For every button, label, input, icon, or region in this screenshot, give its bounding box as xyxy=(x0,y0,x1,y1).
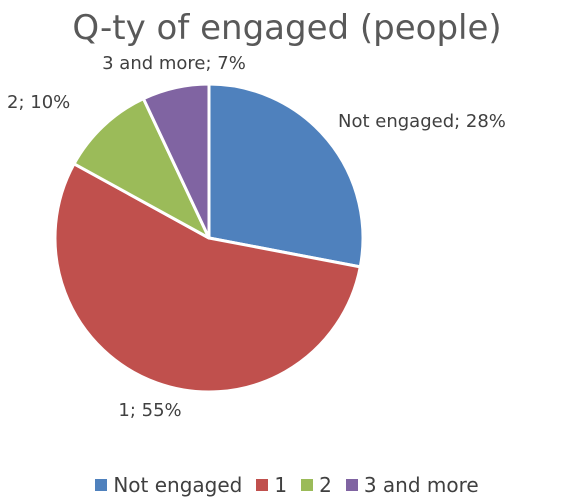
data-label-3-and-more: 3 and more; 7% xyxy=(102,53,246,74)
legend-label: Not engaged xyxy=(113,473,243,497)
legend-item-1: 1 xyxy=(256,473,287,497)
data-label-not-engaged: Not engaged; 28% xyxy=(338,111,506,132)
pie-slice-not-engaged xyxy=(207,82,365,269)
pie-slice-1 xyxy=(53,162,362,394)
pie-slice-2 xyxy=(72,97,211,240)
pie-chart-plot: Not engaged; 28% 1; 55% 2; 10% 3 and more; … xyxy=(7,53,506,421)
legend-swatch-3-and-more xyxy=(345,479,358,491)
legend-swatch-not-engaged xyxy=(95,479,108,491)
legend-swatch-2 xyxy=(301,479,314,491)
legend-item-3-and-more: 3 and more xyxy=(345,473,479,497)
data-label-1: 1; 55% xyxy=(118,400,181,421)
legend-item-not-engaged: Not engaged xyxy=(95,473,242,497)
legend-label: 3 and more xyxy=(363,473,479,497)
chart-title: Q-ty of engaged (people) xyxy=(72,8,502,48)
legend-label: 2 xyxy=(319,473,332,497)
legend-label: 1 xyxy=(274,473,288,497)
data-label-2: 2; 10% xyxy=(7,92,70,113)
pie-slice-3-and-more xyxy=(141,82,211,240)
legend-swatch-1 xyxy=(256,479,269,491)
chart-legend: Not engaged 1 2 3 and more xyxy=(0,473,574,497)
legend-item-2: 2 xyxy=(301,473,332,497)
